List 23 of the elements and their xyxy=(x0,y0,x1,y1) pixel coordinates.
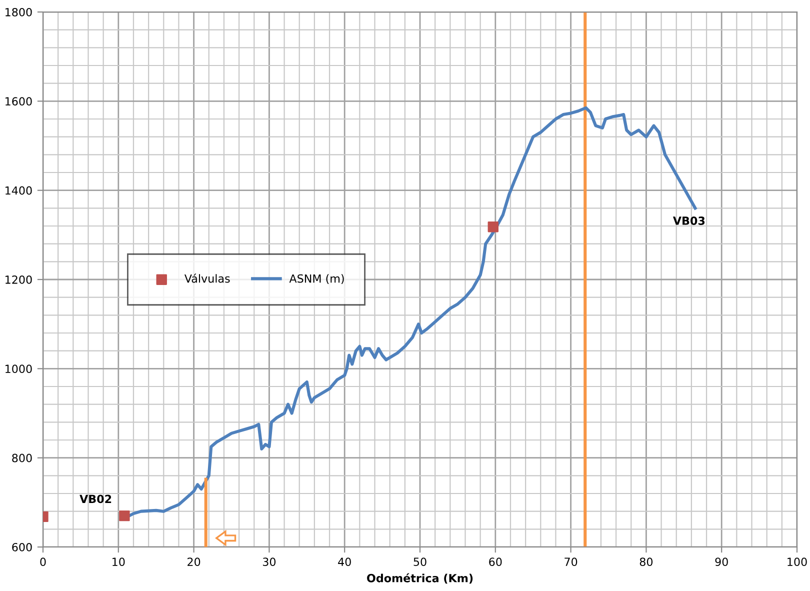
annotation: VB03 xyxy=(672,216,705,225)
y-tick-label: 1600 xyxy=(6,97,32,106)
annotation: VB02 xyxy=(80,494,112,504)
x-tick-label: 50 xyxy=(414,558,426,566)
x-tick-label: 90 xyxy=(715,558,728,566)
y-tick-label: 1800 xyxy=(6,8,32,16)
x-tick-label: 0 xyxy=(40,558,46,566)
x-tick-label: 10 xyxy=(112,558,125,566)
y-tick-label: 800 xyxy=(12,454,32,462)
y-tick-label: 1000 xyxy=(6,364,32,374)
y-tick-label: 1200 xyxy=(6,275,32,284)
x-tick-label: 40 xyxy=(338,558,351,566)
y-tick-label: 1400 xyxy=(6,186,32,195)
legend-label: Válvulas xyxy=(184,274,230,283)
y-tick-label: 600 xyxy=(12,542,32,552)
x-tick-label: 60 xyxy=(489,558,502,566)
x-tick-label: 20 xyxy=(188,558,200,566)
x-tick-label: 30 xyxy=(262,558,276,566)
x-tick-label: 100 xyxy=(788,558,807,566)
x-tick-label: 80 xyxy=(640,558,653,566)
x-tick-label: 70 xyxy=(564,558,578,566)
x-axis-title: Odométrica (Km) xyxy=(367,573,473,584)
legend-label: ASNM (m) xyxy=(289,274,344,284)
